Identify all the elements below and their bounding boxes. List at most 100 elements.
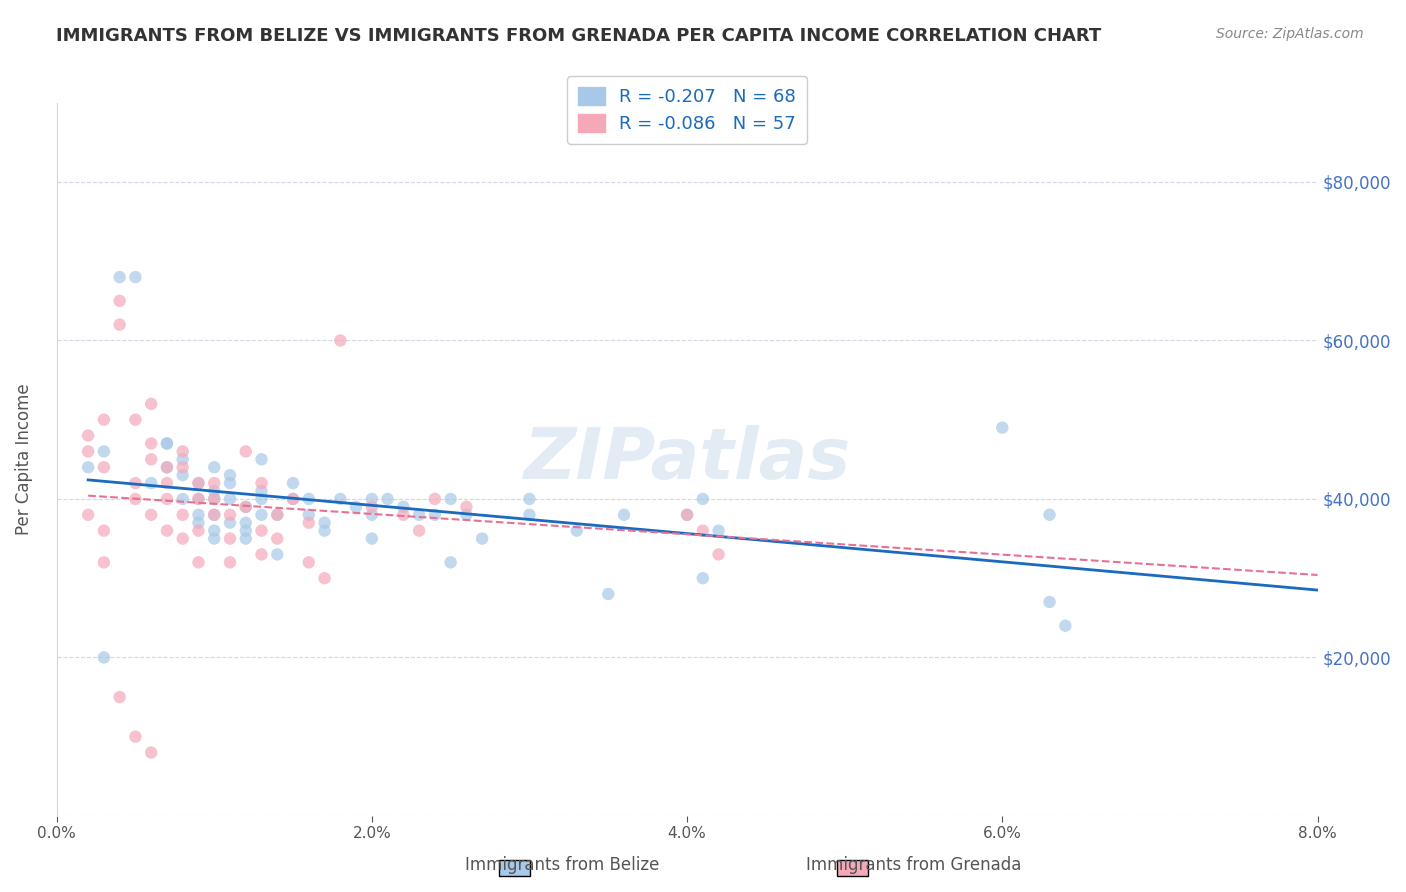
Point: [250, 524, 273, 538]
Point: [235, 524, 257, 538]
Point: [141, 436, 163, 450]
Point: [187, 476, 209, 491]
Point: [156, 491, 179, 506]
Point: [202, 524, 225, 538]
Point: [408, 524, 430, 538]
Point: [298, 516, 321, 530]
Point: [392, 508, 415, 522]
Point: [598, 587, 620, 601]
Point: [329, 491, 352, 506]
Point: [250, 491, 273, 506]
Point: [408, 508, 430, 522]
Point: [172, 460, 194, 475]
Point: [172, 444, 194, 458]
Point: [141, 746, 163, 760]
Point: [141, 397, 163, 411]
Point: [676, 508, 699, 522]
Point: [235, 516, 257, 530]
Point: [219, 508, 242, 522]
Point: [156, 524, 179, 538]
Point: [1038, 595, 1060, 609]
Point: [519, 491, 541, 506]
Point: [93, 444, 115, 458]
Point: [235, 532, 257, 546]
Point: [141, 508, 163, 522]
Point: [124, 730, 146, 744]
Point: [281, 491, 304, 506]
Point: [440, 491, 463, 506]
Point: [471, 532, 494, 546]
Point: [172, 468, 194, 483]
Point: [235, 500, 257, 514]
Point: [156, 476, 179, 491]
Point: [519, 508, 541, 522]
Point: [156, 436, 179, 450]
Point: [360, 532, 382, 546]
Point: [77, 508, 100, 522]
Point: [108, 293, 131, 308]
Text: ZIPatlas: ZIPatlas: [523, 425, 851, 494]
Point: [202, 491, 225, 506]
Point: [108, 318, 131, 332]
Point: [676, 508, 699, 522]
Point: [423, 508, 446, 522]
Point: [692, 524, 714, 538]
Point: [124, 270, 146, 285]
Point: [141, 476, 163, 491]
Point: [250, 548, 273, 562]
Point: [124, 476, 146, 491]
Point: [172, 452, 194, 467]
Point: [281, 491, 304, 506]
Point: [456, 508, 478, 522]
Point: [392, 500, 415, 514]
Point: [298, 555, 321, 569]
Point: [281, 476, 304, 491]
Point: [613, 508, 636, 522]
Point: [77, 460, 100, 475]
Point: [250, 476, 273, 491]
Point: [187, 508, 209, 522]
Point: [298, 491, 321, 506]
Point: [187, 516, 209, 530]
Point: [250, 452, 273, 467]
Point: [235, 444, 257, 458]
Point: [124, 491, 146, 506]
Point: [360, 491, 382, 506]
Point: [692, 491, 714, 506]
Point: [329, 334, 352, 348]
Point: [219, 476, 242, 491]
Point: [219, 516, 242, 530]
Point: [991, 420, 1014, 434]
Point: [77, 444, 100, 458]
Point: [202, 460, 225, 475]
Point: [219, 468, 242, 483]
Point: [202, 483, 225, 498]
Point: [377, 491, 399, 506]
Point: [250, 508, 273, 522]
Point: [124, 413, 146, 427]
Point: [314, 516, 336, 530]
Point: [93, 555, 115, 569]
Point: [156, 436, 179, 450]
Point: [266, 508, 288, 522]
Point: [707, 524, 730, 538]
Point: [344, 500, 367, 514]
Point: [219, 555, 242, 569]
Point: [187, 491, 209, 506]
Point: [456, 500, 478, 514]
Point: [172, 491, 194, 506]
Point: [156, 460, 179, 475]
Point: [707, 548, 730, 562]
Point: [314, 571, 336, 585]
Text: IMMIGRANTS FROM BELIZE VS IMMIGRANTS FROM GRENADA PER CAPITA INCOME CORRELATION : IMMIGRANTS FROM BELIZE VS IMMIGRANTS FRO…: [56, 27, 1101, 45]
Point: [202, 532, 225, 546]
Point: [187, 476, 209, 491]
Point: [235, 500, 257, 514]
Point: [202, 508, 225, 522]
Point: [360, 508, 382, 522]
Point: [187, 491, 209, 506]
Y-axis label: Per Capita Income: Per Capita Income: [15, 384, 32, 535]
Legend: R = -0.207   N = 68, R = -0.086   N = 57: R = -0.207 N = 68, R = -0.086 N = 57: [567, 76, 807, 144]
Point: [93, 460, 115, 475]
Point: [187, 524, 209, 538]
